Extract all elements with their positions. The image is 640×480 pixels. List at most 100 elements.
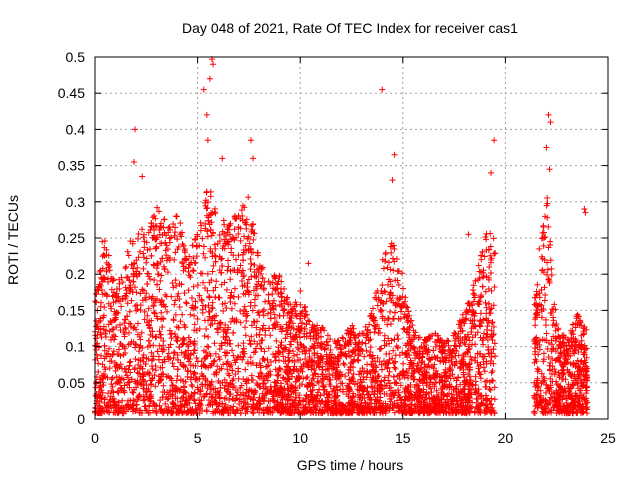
data-point: [258, 266, 265, 273]
data-point: [225, 226, 232, 233]
data-point: [103, 351, 110, 358]
data-point: [145, 385, 152, 392]
data-point: [190, 268, 197, 275]
data-point: [332, 389, 339, 396]
data-point: [161, 389, 168, 396]
data-point: [321, 408, 328, 415]
data-point: [489, 377, 496, 384]
data-point: [276, 301, 283, 308]
data-point: [122, 326, 129, 333]
data-point: [345, 348, 352, 355]
data-point: [489, 337, 496, 344]
data-point: [480, 330, 487, 337]
data-point: [452, 330, 459, 337]
data-point: [378, 345, 385, 352]
data-point: [334, 344, 341, 351]
data-point: [193, 355, 200, 362]
data-point: [179, 311, 186, 318]
data-point: [188, 294, 195, 301]
data-point: [222, 321, 229, 328]
data-point: [354, 380, 361, 387]
data-point: [371, 322, 378, 329]
data-point: [191, 236, 198, 243]
data-point: [384, 264, 391, 271]
data-point: [303, 375, 310, 382]
data-point: [392, 365, 399, 372]
data-point: [187, 338, 194, 345]
data-point: [387, 266, 394, 273]
data-point: [200, 394, 207, 401]
data-point: [204, 385, 211, 392]
data-point: [399, 285, 406, 292]
data-point: [147, 276, 154, 283]
data-point: [206, 313, 213, 320]
data-point: [212, 350, 219, 357]
data-point: [383, 298, 390, 305]
grid-lines: [95, 57, 608, 419]
data-point: [324, 332, 331, 339]
data-point: [277, 323, 284, 330]
data-point: [336, 341, 343, 348]
data-point: [167, 341, 174, 348]
data-point: [194, 282, 201, 289]
data-point: [250, 236, 257, 243]
data-point: [205, 302, 212, 309]
data-point: [171, 301, 178, 308]
data-point: [97, 282, 104, 289]
data-point: [183, 299, 190, 306]
data-point: [151, 372, 158, 379]
data-point: [377, 308, 384, 315]
data-point: [317, 343, 324, 350]
data-point: [105, 279, 112, 286]
data-point: [397, 397, 404, 404]
data-point: [184, 373, 191, 380]
data-point: [149, 365, 156, 372]
data-point: [327, 336, 334, 343]
data-point: [119, 295, 126, 302]
data-point: [194, 376, 201, 383]
data-point: [297, 287, 304, 294]
data-point: [257, 283, 264, 290]
data-point: [188, 381, 195, 388]
data-point: [108, 381, 115, 388]
data-point: [235, 252, 242, 259]
data-point: [284, 331, 291, 338]
data-point: [385, 335, 392, 342]
data-point: [284, 327, 291, 334]
data-point: [266, 300, 273, 307]
data-point: [164, 353, 171, 360]
data-point: [233, 406, 240, 413]
data-point: [118, 303, 125, 310]
data-point: [163, 373, 170, 380]
data-point: [161, 358, 168, 365]
data-point: [143, 259, 150, 266]
data-point: [491, 283, 498, 290]
data-point: [306, 329, 313, 336]
data-point: [177, 398, 184, 405]
data-point: [95, 319, 102, 326]
data-point: [303, 321, 310, 328]
data-point: [156, 328, 163, 335]
data-point: [261, 279, 268, 286]
data-point: [390, 347, 397, 354]
data-point: [254, 309, 261, 316]
data-point: [459, 328, 466, 335]
data-point: [481, 368, 488, 375]
data-point: [185, 358, 192, 365]
data-point: [361, 353, 368, 360]
data-point: [382, 249, 389, 256]
data-point: [278, 328, 285, 335]
data-point: [165, 350, 172, 357]
data-point: [305, 317, 312, 324]
data-point: [213, 278, 220, 285]
data-point: [341, 361, 348, 368]
data-point: [128, 297, 135, 304]
data-point: [395, 281, 402, 288]
data-point: [405, 308, 412, 315]
data-point: [470, 282, 477, 289]
data-point: [113, 362, 120, 369]
data-point: [482, 288, 489, 295]
data-point: [109, 383, 116, 390]
data-point: [363, 347, 370, 354]
data-point: [490, 302, 497, 309]
